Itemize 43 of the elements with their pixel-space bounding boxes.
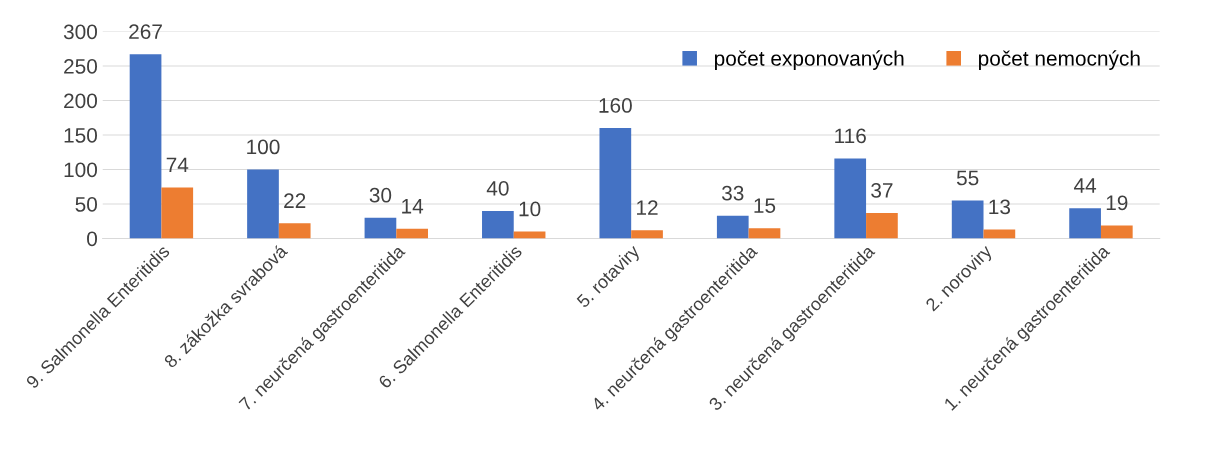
- bar: [834, 158, 867, 239]
- data-label: 15: [754, 198, 776, 213]
- y-tick-label: 250: [64, 59, 98, 74]
- data-label: 44: [1074, 178, 1097, 193]
- y-tick-label: 300: [63, 24, 98, 40]
- bar: [599, 128, 632, 239]
- data-label: 14: [402, 199, 424, 214]
- data-label: 30: [369, 187, 392, 203]
- data-label: 100: [247, 139, 280, 155]
- data-label: 55: [956, 170, 979, 186]
- bar: [482, 210, 514, 239]
- legend-label: počet exponovaných: [714, 50, 904, 70]
- data-label: 19: [1106, 195, 1128, 211]
- y-tick-label: 0: [87, 231, 98, 247]
- data-label: 267: [129, 24, 162, 40]
- data-label: 33: [721, 185, 744, 201]
- bar: [364, 217, 397, 239]
- bar: [396, 228, 428, 239]
- data-label: 10: [519, 201, 541, 217]
- bar: [1100, 225, 1133, 239]
- data-label: 37: [871, 182, 893, 198]
- bar: [748, 228, 781, 239]
- y-tick-label: 50: [75, 197, 98, 212]
- bar: [247, 169, 279, 239]
- y-tick-label: 150: [64, 128, 98, 143]
- y-tick-label: 100: [64, 162, 98, 178]
- y-tick-label: 200: [64, 93, 98, 109]
- data-label: 116: [835, 128, 866, 144]
- bar: [866, 212, 898, 239]
- data-label: 12: [637, 200, 658, 215]
- data-label: 13: [989, 199, 1011, 215]
- bar: [1069, 208, 1101, 239]
- data-label: 160: [599, 98, 632, 113]
- bar: [278, 223, 311, 239]
- bar: [129, 54, 162, 239]
- data-label: 22: [284, 193, 306, 208]
- bar: [716, 215, 749, 239]
- bar: [161, 187, 194, 239]
- data-label: 74: [166, 157, 189, 173]
- bar: [951, 200, 984, 239]
- legend-label: počet nemocných: [979, 50, 1140, 70]
- bar: [631, 230, 663, 239]
- data-label: 40: [486, 180, 509, 196]
